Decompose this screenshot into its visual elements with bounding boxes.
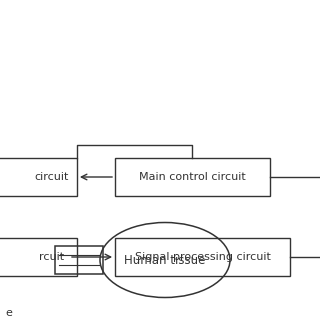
Text: rcuit: rcuit bbox=[39, 252, 65, 262]
Bar bbox=[115, 158, 270, 196]
Text: Human tissue: Human tissue bbox=[124, 253, 206, 267]
Bar bbox=[0, 158, 77, 196]
Text: Main control circuit: Main control circuit bbox=[139, 172, 246, 182]
Text: circuit: circuit bbox=[35, 172, 69, 182]
Text: Signal processing circuit: Signal processing circuit bbox=[135, 252, 270, 262]
Bar bbox=[0, 238, 77, 276]
Bar bbox=[55, 246, 103, 274]
Text: e: e bbox=[5, 308, 12, 318]
Bar bbox=[115, 238, 290, 276]
